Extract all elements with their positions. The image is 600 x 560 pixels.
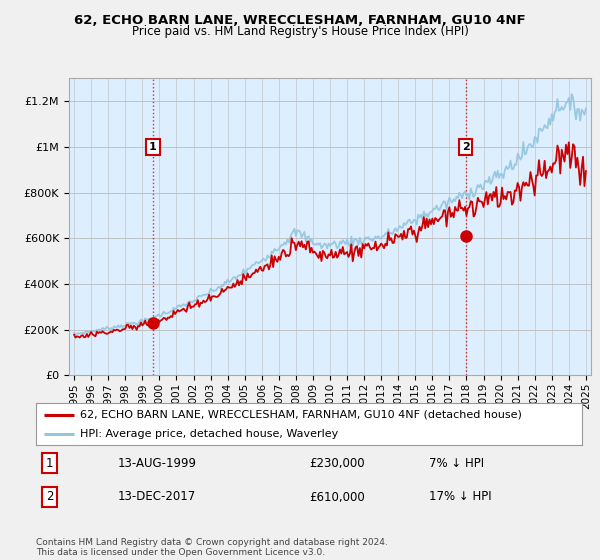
Text: 1: 1 (149, 142, 157, 152)
Text: £230,000: £230,000 (309, 457, 365, 470)
Text: HPI: Average price, detached house, Waverley: HPI: Average price, detached house, Wave… (80, 429, 338, 439)
Text: 2: 2 (46, 491, 53, 503)
Text: £610,000: £610,000 (309, 491, 365, 503)
Text: 7% ↓ HPI: 7% ↓ HPI (429, 457, 484, 470)
Text: 13-AUG-1999: 13-AUG-1999 (118, 457, 197, 470)
Text: Price paid vs. HM Land Registry's House Price Index (HPI): Price paid vs. HM Land Registry's House … (131, 25, 469, 38)
Text: 2: 2 (462, 142, 469, 152)
Text: 17% ↓ HPI: 17% ↓ HPI (429, 491, 492, 503)
Text: 13-DEC-2017: 13-DEC-2017 (118, 491, 196, 503)
Text: 62, ECHO BARN LANE, WRECCLESHAM, FARNHAM, GU10 4NF (detached house): 62, ECHO BARN LANE, WRECCLESHAM, FARNHAM… (80, 409, 521, 419)
Text: Contains HM Land Registry data © Crown copyright and database right 2024.
This d: Contains HM Land Registry data © Crown c… (36, 538, 388, 557)
Text: 62, ECHO BARN LANE, WRECCLESHAM, FARNHAM, GU10 4NF: 62, ECHO BARN LANE, WRECCLESHAM, FARNHAM… (74, 14, 526, 27)
Text: 1: 1 (46, 457, 53, 470)
